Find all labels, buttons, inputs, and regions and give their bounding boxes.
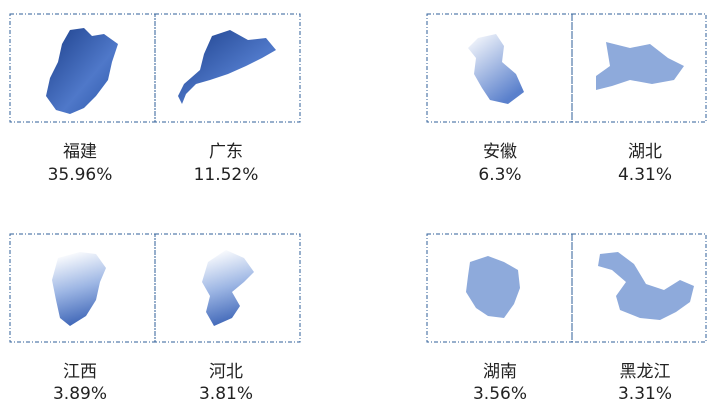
province-share: 3.81% (199, 384, 253, 401)
province-name: 江西 (63, 362, 97, 382)
province-name: 黑龙江 (620, 362, 671, 382)
frame (571, 13, 707, 123)
province-name: 广东 (209, 142, 243, 162)
province-share: 3.89% (53, 384, 107, 401)
province-share: 6.3% (478, 165, 521, 185)
map-boxes (9, 13, 707, 343)
province-share: 3.31% (618, 384, 672, 401)
province-name: 河北 (209, 362, 243, 382)
map-jiangxi (52, 252, 106, 326)
province-name: 湖南 (483, 362, 517, 382)
frame (571, 233, 707, 343)
province-name: 福建 (63, 142, 97, 162)
province-share: 4.31% (618, 165, 672, 185)
map-fujian (46, 28, 118, 114)
frame (154, 233, 301, 343)
map-hebei (202, 250, 254, 326)
province-share: 3.56% (473, 384, 527, 401)
map-hubei (596, 42, 684, 90)
frame (154, 13, 301, 123)
province-share: 35.96% (48, 165, 113, 185)
province-name: 安徽 (483, 142, 517, 162)
map-heilongjiang (598, 252, 694, 320)
maps (46, 28, 694, 326)
province-share: 11.52% (194, 165, 259, 185)
province-name: 湖北 (628, 142, 662, 162)
map-anhui (468, 34, 524, 104)
map-hunan (466, 256, 520, 318)
map-guangdong (178, 30, 276, 104)
